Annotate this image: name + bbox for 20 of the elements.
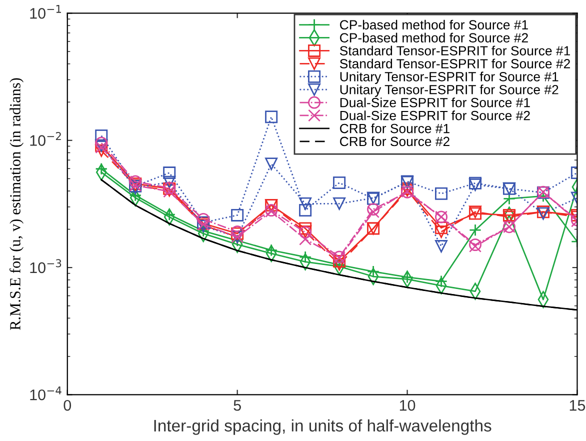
y-tick-label: 10$^{−2}$ bbox=[30, 132, 61, 146]
legend-label: Unitary Tensor-ESPRIT for Source #1 bbox=[340, 72, 558, 84]
legend-label: Dual-Size ESPRIT for Source #2 bbox=[340, 110, 530, 120]
x-axis-title: Inter-grid spacing, in units of half-wavelengths bbox=[154, 419, 492, 435]
y-tick-label: 10$^{−1}$ bbox=[30, 5, 61, 19]
y-tick-label: 10$^{−3}$ bbox=[30, 259, 62, 274]
legend-label: Standard Tensor-ESPRIT for Source #2 bbox=[340, 58, 570, 68]
legend-label: Dual-Size ESPRIT for Source #1 bbox=[340, 98, 530, 108]
legend-label: CRB for Source #1 bbox=[340, 124, 450, 134]
legend-label: Unitary Tensor-ESPRIT for Source #2 bbox=[340, 84, 558, 97]
x-tick-label: 0 bbox=[64, 400, 72, 411]
x-tick-label: 15 bbox=[570, 400, 586, 411]
legend-label: CRB for Source #2 bbox=[340, 136, 450, 146]
x-tick-label: 10 bbox=[400, 400, 416, 411]
x-tick-label: 5 bbox=[234, 400, 241, 411]
y-tick-label: 10$^{−4}$ bbox=[30, 386, 62, 400]
legend-label: CP-based method for Source #1 bbox=[340, 20, 528, 30]
legend-label: CP-based method for Source #2 bbox=[340, 32, 528, 42]
y-axis-title: R.M.S.E for (u, v) estimation (in radians) bbox=[10, 78, 24, 330]
legend-label: Standard Tensor-ESPRIT for Source #1 bbox=[340, 46, 570, 56]
